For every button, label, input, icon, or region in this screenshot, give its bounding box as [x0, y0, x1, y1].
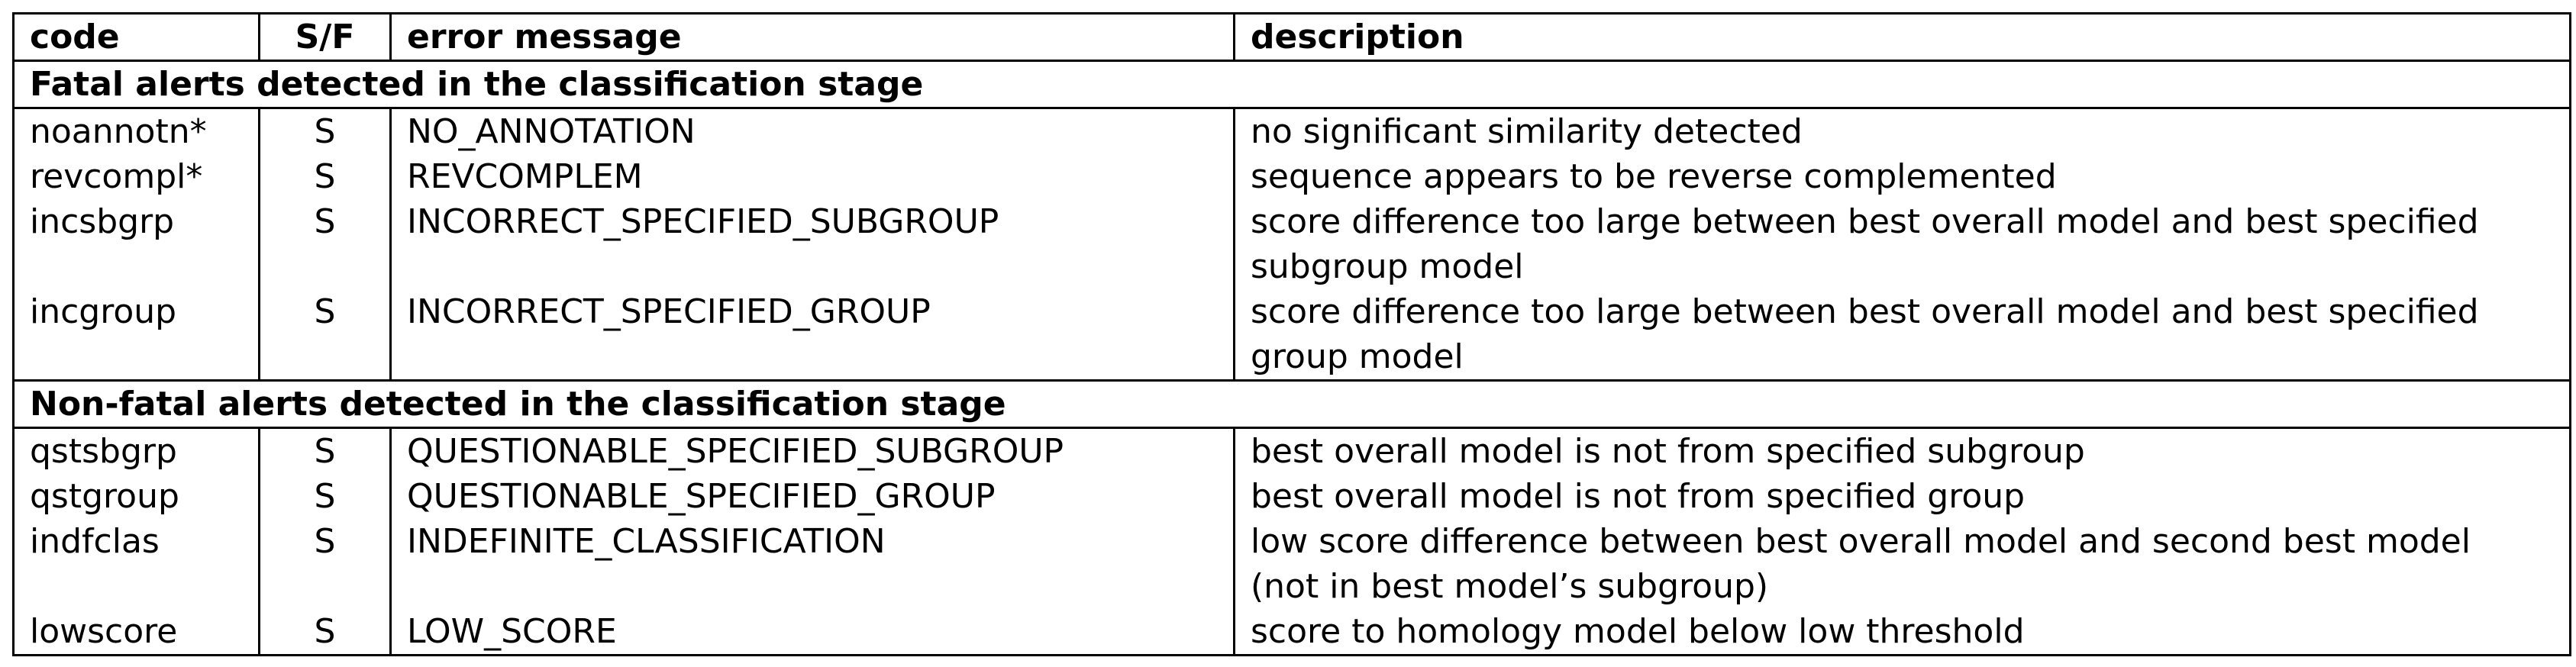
- code-cell: revcompl*: [12, 154, 260, 199]
- sf-cell: S: [258, 609, 392, 656]
- table-row: lowscore S LOW_SCORE score to homology m…: [12, 609, 2571, 656]
- code-cell: indfclas: [12, 519, 260, 609]
- header-error-message: error message: [389, 12, 1235, 62]
- table-row: noannotn* S NO_ANNOTATION no significant…: [12, 108, 2571, 154]
- section-header-row: Non-fatal alerts detected in the classif…: [12, 379, 2571, 429]
- header-sf: S/F: [258, 12, 392, 62]
- section-header-row: Fatal alerts detected in the classificat…: [12, 60, 2571, 109]
- description-cell: no significant similarity detected: [1233, 108, 2571, 154]
- header-row: code S/F error message description: [12, 12, 2571, 62]
- error-message-cell: INDEFINITE_CLASSIFICATION: [389, 519, 1235, 609]
- description-cell: best overall model is not from specified…: [1233, 427, 2571, 474]
- code-cell: qstsbgrp: [12, 427, 260, 474]
- alerts-table-container: code S/F error message description Fatal…: [12, 12, 2571, 656]
- alerts-table: code S/F error message description Fatal…: [12, 12, 2571, 656]
- error-message-cell: LOW_SCORE: [389, 609, 1235, 656]
- sf-cell: S: [258, 154, 392, 199]
- code-cell: incsbgrp: [12, 199, 260, 289]
- error-message-cell: INCORRECT_SPECIFIED_SUBGROUP: [389, 199, 1235, 289]
- code-cell: qstgroup: [12, 474, 260, 519]
- sf-cell: S: [258, 519, 392, 609]
- table-row: qstgroup S QUESTIONABLE_SPECIFIED_GROUP …: [12, 474, 2571, 519]
- description-cell: sequence appears to be reverse complemen…: [1233, 154, 2571, 199]
- error-message-cell: INCORRECT_SPECIFIED_GROUP: [389, 289, 1235, 381]
- code-cell: incgroup: [12, 289, 260, 381]
- error-message-cell: NO_ANNOTATION: [389, 108, 1235, 154]
- section-title: Non-fatal alerts detected in the classif…: [12, 379, 2571, 429]
- code-cell: noannotn*: [12, 108, 260, 154]
- description-cell: score difference too large between best …: [1233, 199, 2571, 289]
- table-row: indfclas S INDEFINITE_CLASSIFICATION low…: [12, 519, 2571, 609]
- code-cell: lowscore: [12, 609, 260, 656]
- description-cell: score difference too large between best …: [1233, 289, 2571, 381]
- header-description: description: [1233, 12, 2571, 62]
- sf-cell: S: [258, 474, 392, 519]
- error-message-cell: REVCOMPLEM: [389, 154, 1235, 199]
- table-row: qstsbgrp S QUESTIONABLE_SPECIFIED_SUBGRO…: [12, 427, 2571, 474]
- error-message-cell: QUESTIONABLE_SPECIFIED_GROUP: [389, 474, 1235, 519]
- sf-cell: S: [258, 199, 392, 289]
- sf-cell: S: [258, 108, 392, 154]
- description-cell: low score difference between best overal…: [1233, 519, 2571, 609]
- sf-cell: S: [258, 427, 392, 474]
- description-cell: best overall model is not from specified…: [1233, 474, 2571, 519]
- table-row: incsbgrp S INCORRECT_SPECIFIED_SUBGROUP …: [12, 199, 2571, 289]
- section-title: Fatal alerts detected in the classificat…: [12, 60, 2571, 109]
- description-cell: score to homology model below low thresh…: [1233, 609, 2571, 656]
- sf-cell: S: [258, 289, 392, 381]
- error-message-cell: QUESTIONABLE_SPECIFIED_SUBGROUP: [389, 427, 1235, 474]
- table-row: revcompl* S REVCOMPLEM sequence appears …: [12, 154, 2571, 199]
- header-code: code: [12, 12, 260, 62]
- table-row: incgroup S INCORRECT_SPECIFIED_GROUP sco…: [12, 289, 2571, 381]
